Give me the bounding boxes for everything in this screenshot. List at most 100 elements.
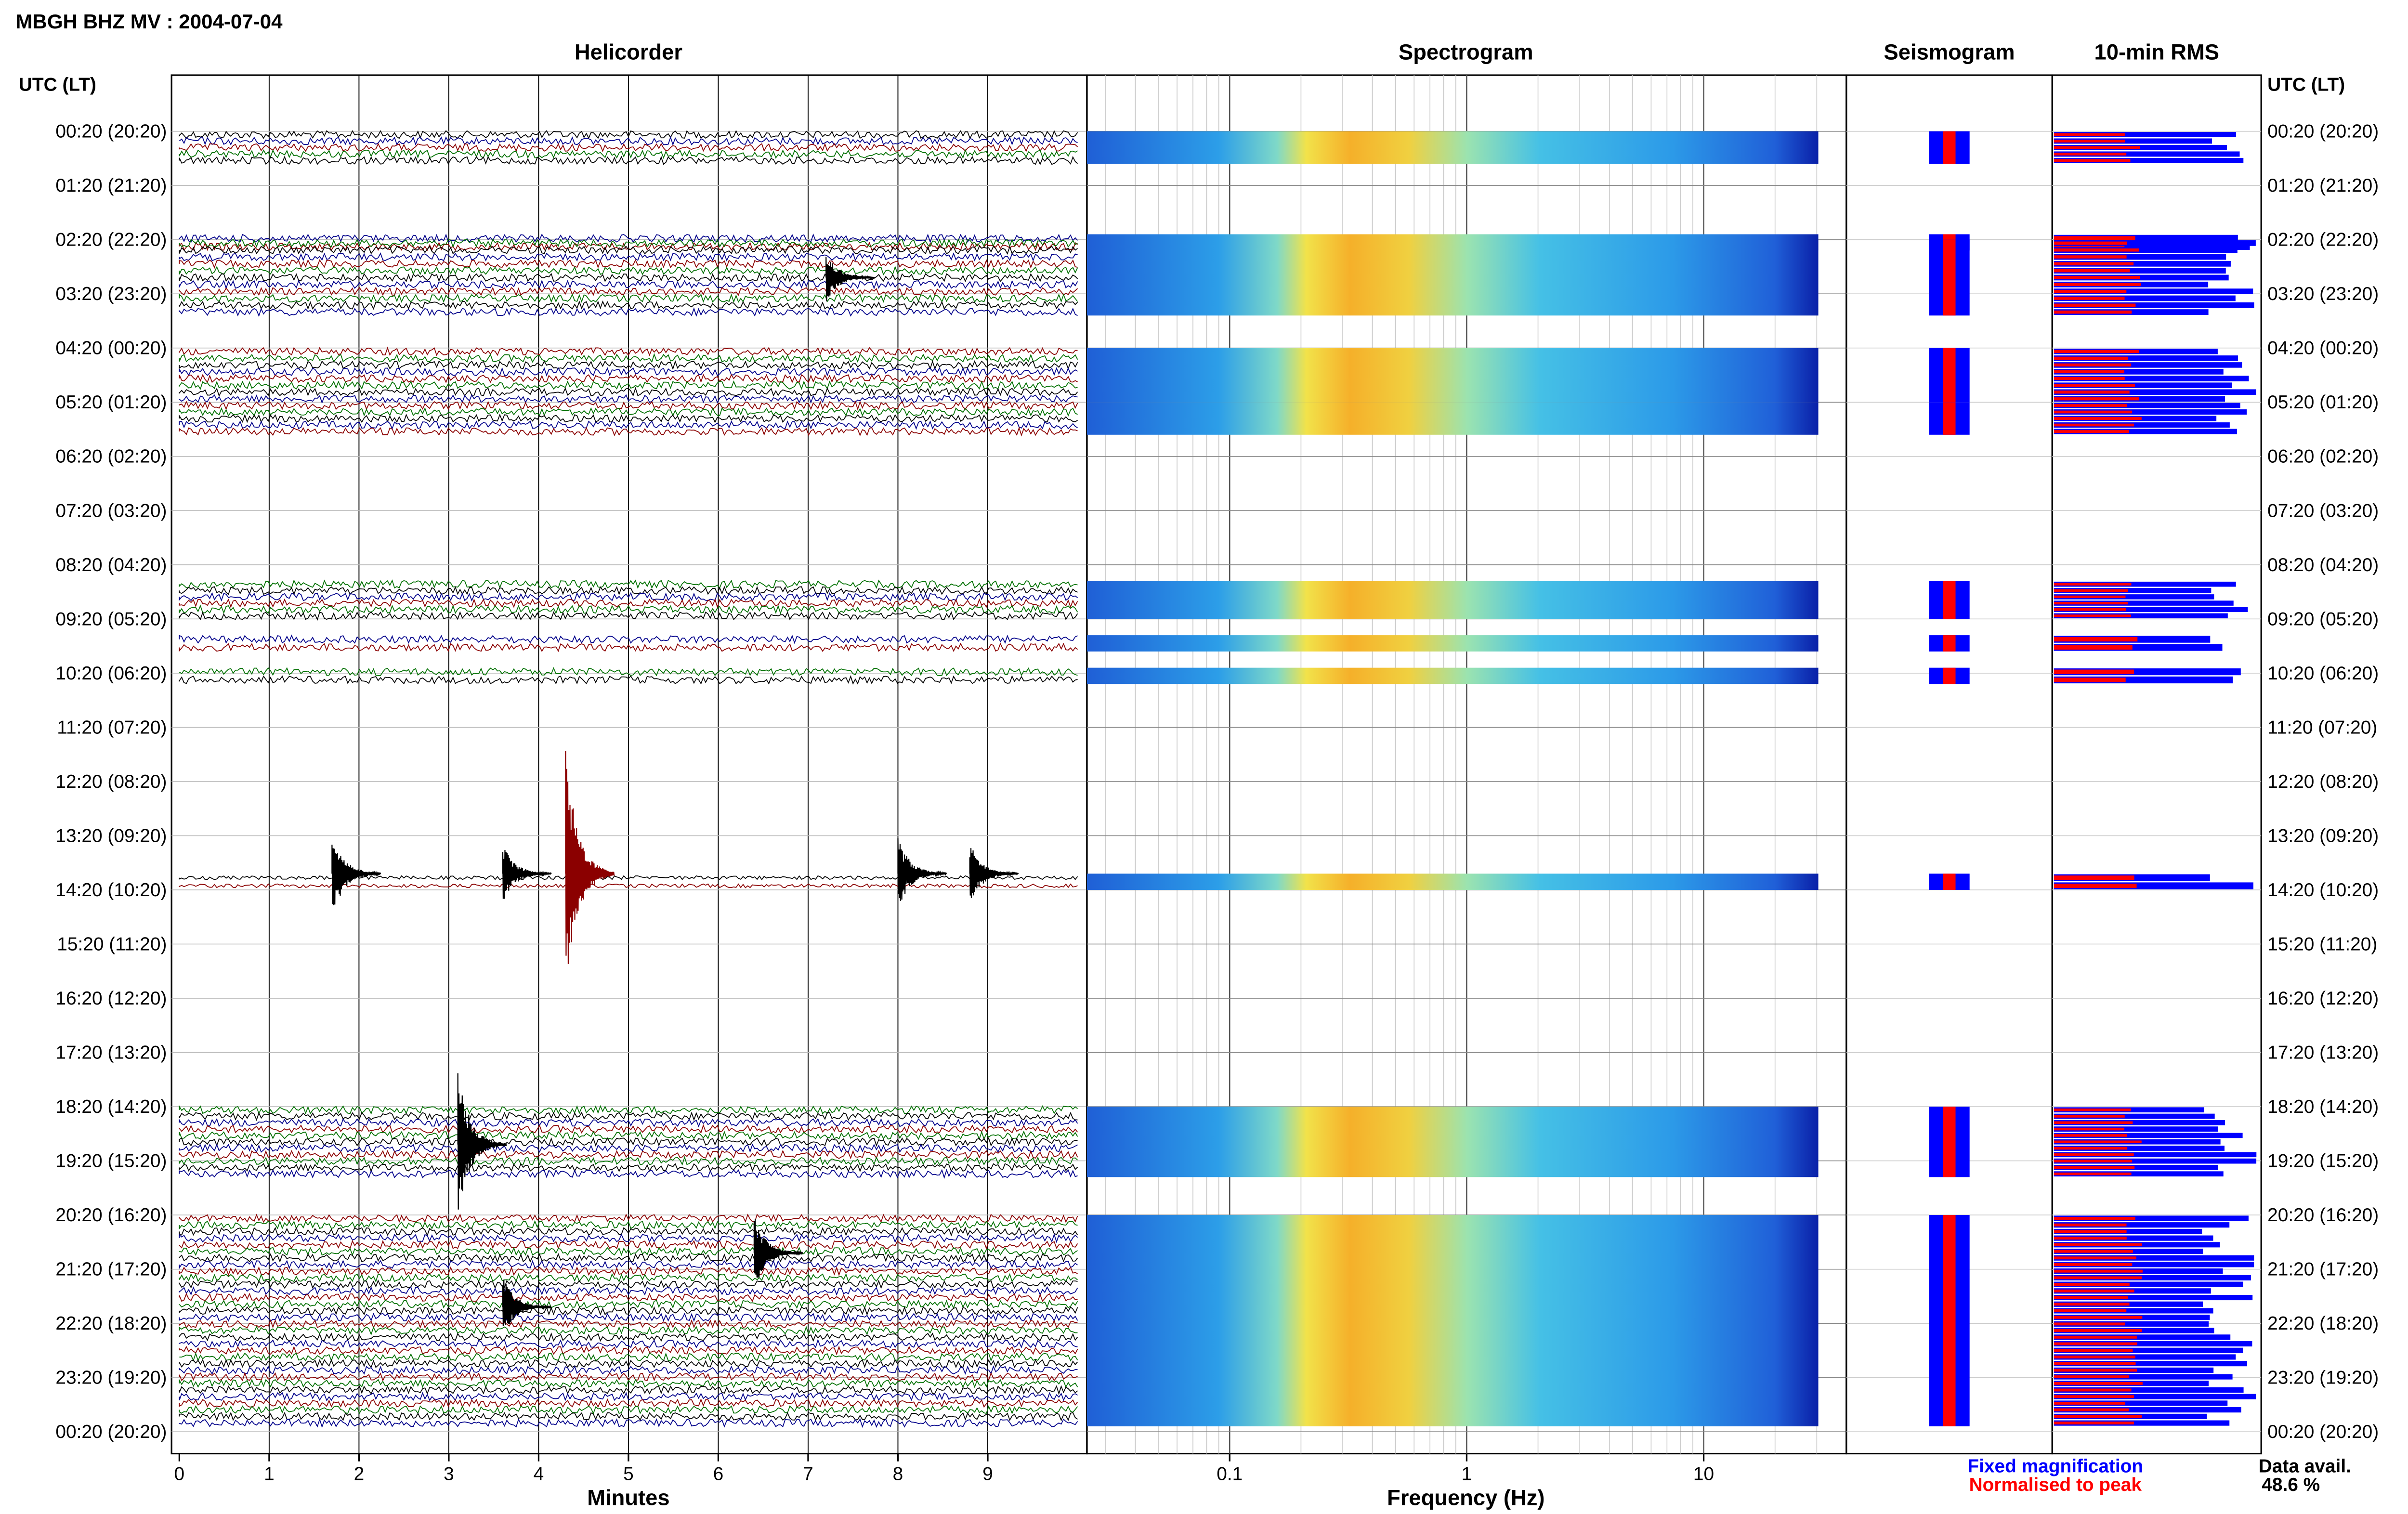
rms-bar-normalised [2054,417,2142,420]
rms-bar-fixed [2054,1113,2215,1119]
rms-bar-normalised [2054,1237,2127,1240]
helicorder-trace [179,1124,1078,1134]
spectrogram-block [1086,635,1819,652]
helicorder-trace [179,1273,1078,1283]
rms-bar-fixed [2054,1133,2243,1138]
helicorder-trace [179,394,1078,404]
rms-bar-normalised [2054,1329,2142,1332]
helicorder-frame [170,74,1088,1455]
rms-bar-normalised [2054,1316,2143,1319]
hour-label-left: 00:20 (20:20) [55,1422,167,1442]
rms-bar-fixed [2054,254,2226,260]
rms-bar-fixed [2054,240,2256,246]
event-waveform [457,1073,507,1210]
rms-bar-fixed [2054,1347,2243,1353]
hour-label-left: 11:20 (07:20) [57,717,167,738]
rms-bar-normalised [2054,1172,2132,1175]
helicorder-title: Helicorder [575,40,682,65]
rms-bar-normalised [2054,1166,2135,1169]
rms-bar-fixed [2054,295,2236,301]
rms-bar-fixed [2054,144,2227,150]
helicorder-trace [179,387,1078,397]
rms-bar-fixed [2054,1407,2241,1413]
rms-bar-normalised [2054,297,2125,300]
minute-tick-label: 6 [713,1464,724,1485]
hour-label-left: 16:20 (12:20) [55,988,167,1009]
rms-bar-normalised [2054,241,2127,245]
rms-bar-normalised [2054,391,2130,394]
rms-bar-fixed [2054,1374,2233,1380]
rms-bar-normalised [2054,350,2139,353]
rms-bar-normalised [2054,1127,2125,1131]
rms-bar-normalised [2054,363,2132,367]
data-availability-label: Data avail. [2259,1456,2351,1476]
helicorder-trace [179,604,1078,615]
rms-bar-normalised [2054,276,2140,279]
rms-bar-normalised [2054,608,2126,611]
rms-bar-normalised [2054,678,2126,682]
hour-label-right: 10:20 (06:20) [2267,663,2379,684]
rms-bar-normalised [2054,397,2139,401]
rms-bar-fixed [2054,1400,2228,1406]
seismogram-normalised-trace [1943,348,1956,403]
rms-bar-fixed [2054,151,2240,157]
legend-fixed-magnification: Fixed magnification [1967,1456,2143,1476]
helicorder-trace [179,1214,1078,1223]
helicorder-trace [179,1352,1078,1362]
rms-bar-normalised [2054,377,2125,380]
helicorder-trace [179,667,1078,677]
spectrogram-block [1086,874,1819,890]
hour-label-right: 14:20 (10:20) [2267,880,2379,901]
hour-label-left: 20:20 (16:20) [55,1205,167,1226]
helicorder-trace [179,1319,1078,1329]
spectrogram-block [1086,348,1819,403]
helicorder-trace [179,1227,1078,1237]
hour-label-left: 01:20 (21:20) [55,175,167,196]
helicorder-trace [179,1418,1078,1428]
helicorder-trace [179,1358,1078,1369]
hour-label-right: 13:20 (09:20) [2267,825,2379,846]
hour-label-right: 22:20 (18:20) [2267,1313,2379,1334]
helicorder-trace [179,1332,1078,1342]
rms-bar-normalised [2054,1223,2127,1227]
hour-label-right: 08:20 (04:20) [2267,555,2379,575]
frequency-tick-label: 1 [1462,1464,1472,1485]
rms-bar-normalised [2054,255,2127,259]
rms-bar-fixed [2054,1420,2230,1426]
spectrogram-block [1086,239,1819,316]
helicorder-trace [179,238,1078,248]
helicorder-trace [179,675,1078,685]
helicorder-trace [179,136,1078,146]
helicorder-trace [179,1111,1078,1122]
helicorder-trace [179,273,1078,283]
hour-label-left: 21:20 (17:20) [55,1259,167,1280]
rms-bar-normalised [2054,1276,2142,1279]
hour-label-left: 18:20 (14:20) [55,1096,167,1117]
helicorder-trace [179,1326,1078,1336]
rms-bar-fixed [2054,389,2256,395]
event-waveform [825,256,876,301]
event-waveform [502,1279,552,1326]
rms-bar-normalised [2054,1121,2133,1124]
helicorder-trace [179,1137,1078,1147]
rms-bar-fixed [2054,1146,2225,1151]
rms-bar-normalised [2054,1263,2133,1266]
minute-tick-label: 2 [354,1464,365,1485]
helicorder-trace [179,245,1078,255]
rms-bar-fixed [2054,1321,2209,1327]
hour-label-right: 17:20 (13:20) [2267,1042,2379,1063]
hour-label-right: 03:20 (23:20) [2267,284,2379,304]
helicorder-trace [179,1259,1078,1270]
rms-bar-fixed [2054,362,2242,368]
rms-bar-fixed [2054,1152,2257,1158]
rms-bar-normalised [2054,614,2131,617]
hour-label-right: 18:20 (14:20) [2267,1096,2379,1117]
spectrogram-panel [1086,74,1847,1455]
rms-bar-fixed [2054,261,2231,267]
rms-bar-fixed [2054,268,2226,274]
helicorder-trace [179,426,1078,437]
helicorder-trace [179,1169,1078,1179]
rms-bar-fixed [2054,607,2248,612]
minute-tick-label: 4 [534,1464,544,1485]
